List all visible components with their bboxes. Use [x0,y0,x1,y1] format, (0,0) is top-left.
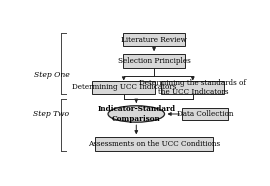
Text: Determining UCC Indicators: Determining UCC Indicators [72,84,176,92]
Text: Step Two: Step Two [33,110,70,118]
FancyBboxPatch shape [123,33,185,46]
FancyBboxPatch shape [96,137,213,151]
Text: Data Collection: Data Collection [177,110,234,118]
FancyBboxPatch shape [182,108,228,120]
FancyBboxPatch shape [161,81,224,94]
Ellipse shape [108,106,164,122]
FancyBboxPatch shape [92,81,155,94]
Text: Assessments on the UCC Conditions: Assessments on the UCC Conditions [88,140,220,148]
Text: Determining the standards of
the UCC Indicators: Determining the standards of the UCC Ind… [139,79,246,96]
Text: Indicator-Standard
Comparison: Indicator-Standard Comparison [97,105,175,123]
FancyBboxPatch shape [123,54,185,68]
Text: Literature Review: Literature Review [121,36,187,44]
Text: Selection Principles: Selection Principles [118,57,190,65]
Text: Step One: Step One [34,71,69,79]
